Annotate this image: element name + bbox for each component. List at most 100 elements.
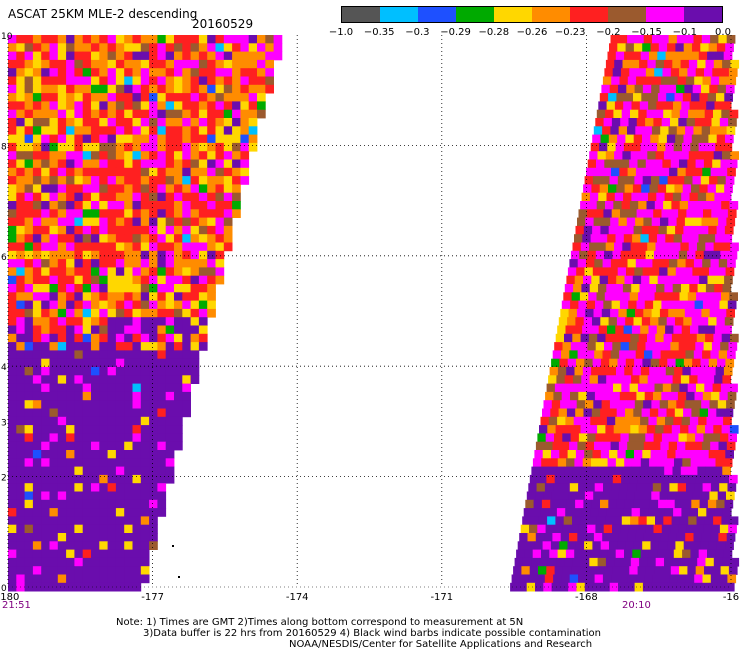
swath-cell [565,508,574,517]
legend-tick-label: −0.1 [672,27,697,38]
swath-cell [675,358,685,368]
swath-cell [701,217,711,227]
swath-cell [549,549,558,559]
swath-cell [532,508,541,517]
swath-cell [207,275,216,285]
swath-cell [49,358,59,368]
swath-cell [578,483,587,492]
swath-cell [41,68,50,77]
swath-cell [165,59,175,69]
swath-cell [610,35,620,44]
swath-cell [207,118,216,127]
swath-cell [190,43,200,52]
swath-cell [16,425,25,434]
swath-cell [634,582,644,592]
swath-cell [124,259,133,268]
swath-cell [41,400,50,409]
swath-cell [710,126,719,135]
swath-cell [615,142,625,152]
swath-cell [535,491,544,501]
swath-cell [625,317,634,326]
swath-cell [614,466,624,476]
swath-cell [633,43,643,52]
legend-swatch [494,7,532,22]
swath-cell [633,225,643,235]
swath-cell [32,516,42,526]
swath-cell [634,400,644,409]
swath-cell [132,350,142,360]
swath-cell [658,450,668,459]
swath-cell [722,466,731,476]
swath-cell [74,267,84,277]
swath-cell [265,35,274,44]
swath-cell [223,176,233,185]
swath-cell [16,441,25,451]
swath-cell [115,375,125,384]
swath-cell [642,134,651,144]
swath-cell [682,367,692,376]
swath-cell [649,367,658,376]
swath-cell [714,192,724,202]
swath-cell [174,234,183,243]
swath-cell [576,400,586,409]
swath-cell [626,491,636,501]
swath-cell [140,508,150,517]
swath-cell [602,574,612,584]
swath-cell [215,250,225,260]
swath-cell [66,491,75,501]
swath-cell [24,533,34,542]
swath-cell [49,557,59,567]
swath-cell [99,267,108,277]
swath-cell [653,118,663,127]
swath-cell [579,383,589,393]
swath-cell [57,142,67,152]
swath-cell [665,416,674,426]
swath-cell [207,134,216,144]
swath-cell [140,325,150,335]
swath-cell [124,433,133,443]
swath-cell [587,250,597,260]
swath-cell [24,118,34,127]
swath-cell [677,574,687,584]
swath-cell [16,491,25,501]
swath-cell [8,225,17,235]
swath-cell [57,375,67,384]
swath-cell [568,400,578,409]
swath-cell [560,533,570,542]
swath-cell [690,142,699,152]
swath-cell [198,217,208,227]
swath-cell [722,59,731,69]
swath-cell [619,350,628,360]
swath-cell [215,275,225,285]
swath-cell [74,557,84,567]
swath-cell [49,391,59,401]
swath-cell [654,566,663,575]
swath-cell [165,68,175,77]
swath-cell [149,176,158,185]
swath-cell [699,317,709,326]
swath-cell [649,93,659,102]
swath-cell [240,35,250,44]
swath-cell [190,126,200,135]
swath-cell [91,474,100,484]
swath-cell [132,499,142,509]
swath-cell [622,284,632,293]
swath-cell [725,450,734,459]
swath-cell [24,566,34,575]
swath-cell [581,375,590,384]
swath-cell [107,325,117,335]
swath-cell [107,367,117,376]
swath-cell [32,159,42,169]
swath-cell [674,275,683,285]
swath-cell [223,35,233,44]
swath-cell [165,242,175,252]
swath-cell [716,499,725,509]
swath-cell [49,242,59,252]
swath-cell [215,167,225,177]
swath-cell [702,350,711,360]
swath-cell [190,267,200,277]
swath-cell [536,574,546,584]
swath-cell [99,375,108,384]
swath-cell [124,524,133,534]
swath-cell [644,167,653,177]
